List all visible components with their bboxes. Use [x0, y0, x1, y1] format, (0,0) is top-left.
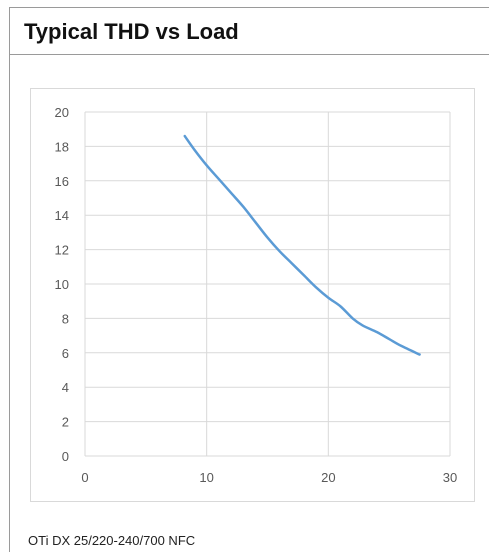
- product-caption: OTi DX 25/220-240/700 NFC: [28, 533, 196, 548]
- y-tick-label: 8: [62, 311, 69, 326]
- y-tick-label: 2: [62, 415, 69, 430]
- x-tick-label: 0: [81, 470, 88, 485]
- x-tick-label: 20: [321, 470, 335, 485]
- panel-title: Typical THD vs Load: [24, 19, 239, 44]
- thd-load-chart: 0 2 4 6 8 10 12 14 16 18 20 0 10 20 30: [30, 88, 475, 502]
- y-tick-label: 14: [55, 208, 69, 223]
- y-tick-label: 4: [62, 380, 69, 395]
- chart-area: 0 2 4 6 8 10 12 14 16 18 20 0 10 20 30: [30, 88, 475, 502]
- series-line: [183, 134, 421, 356]
- panel-header: Typical THD vs Load: [10, 8, 489, 55]
- chart-border: [30, 88, 475, 502]
- y-tick-label: 20: [55, 105, 69, 120]
- y-tick-label: 16: [55, 174, 69, 189]
- y-tick-label: 0: [62, 449, 69, 464]
- x-tick-label: 30: [443, 470, 457, 485]
- y-tick-label: 18: [55, 139, 69, 154]
- chart-panel: Typical THD vs Load 0 2 4 6 8 10 12 14 16 18 20 0 10…: [9, 7, 489, 552]
- y-tick-label: 10: [55, 277, 69, 292]
- x-tick-label: 10: [199, 470, 213, 485]
- y-tick-label: 12: [55, 243, 69, 258]
- y-tick-label: 6: [62, 346, 69, 361]
